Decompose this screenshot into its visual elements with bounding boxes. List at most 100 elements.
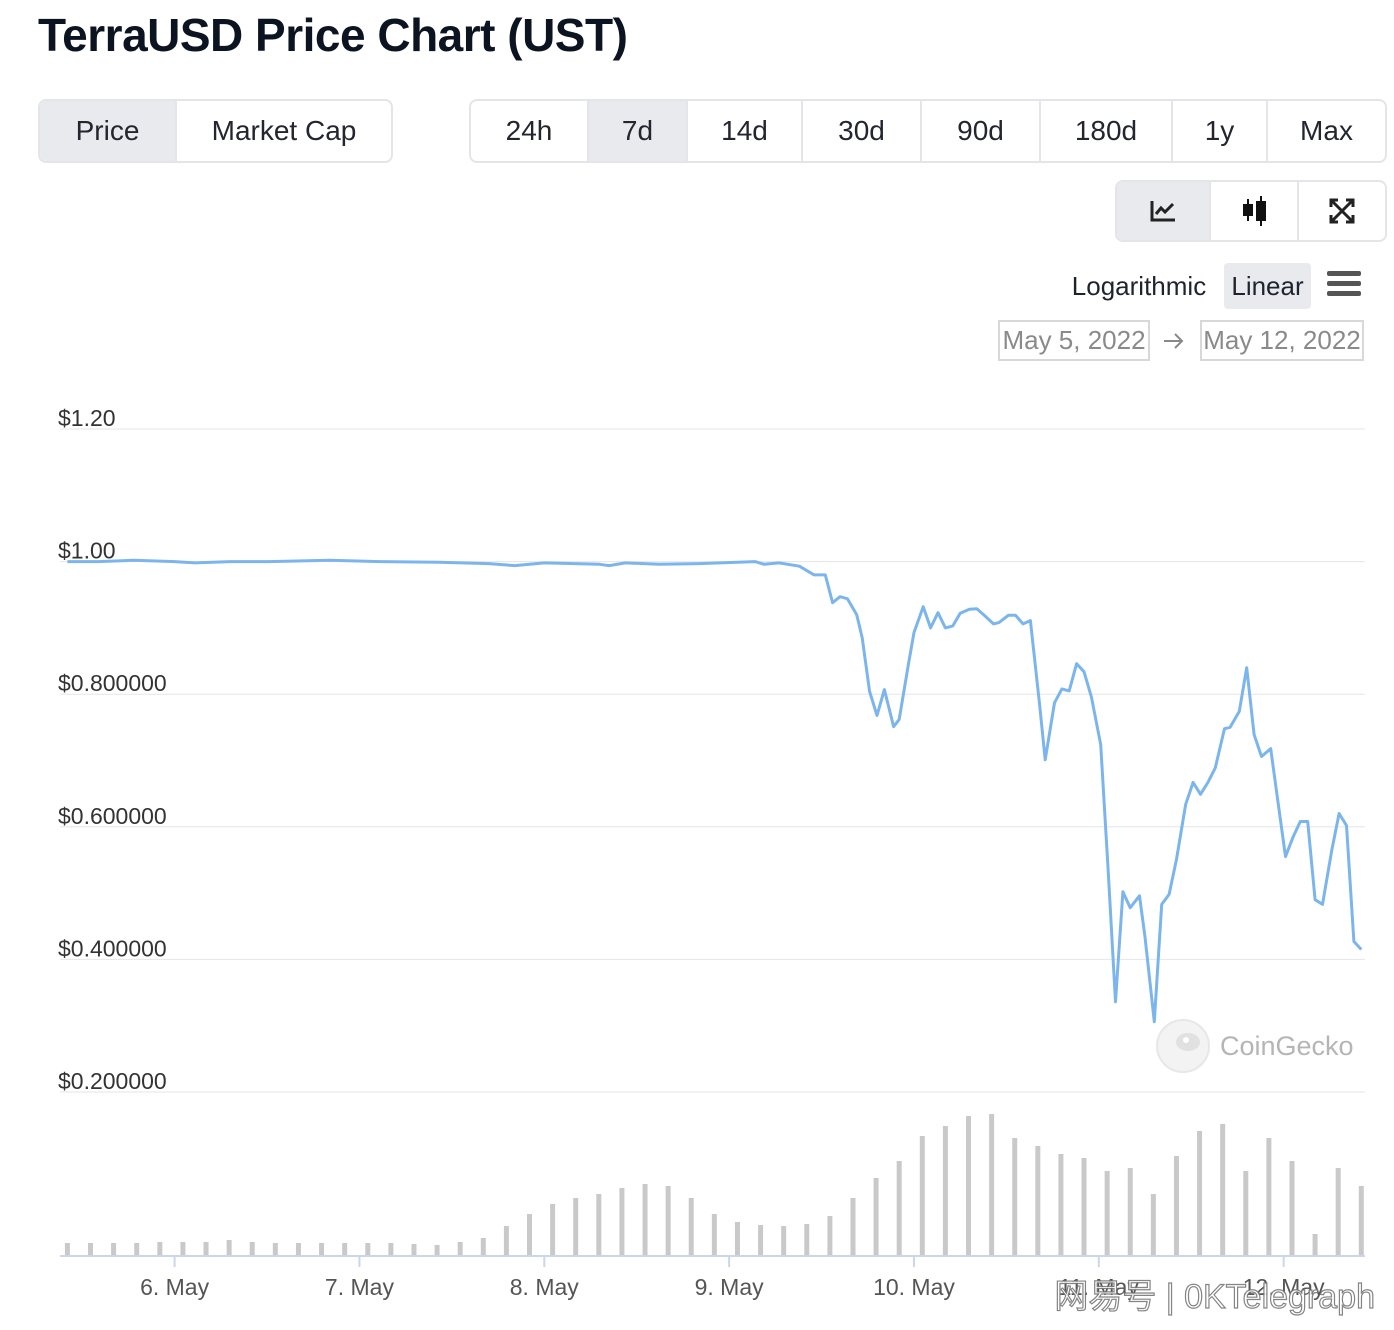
- x-tick-label: 12. May: [1243, 1274, 1325, 1300]
- volume-bar: [596, 1194, 602, 1256]
- volume-bar: [249, 1242, 255, 1256]
- volume-bar: [1081, 1158, 1087, 1256]
- volume-bar: [1289, 1161, 1295, 1256]
- volume-bar: [619, 1188, 625, 1256]
- volume-bar: [1243, 1171, 1249, 1256]
- date-to[interactable]: May 12, 2022: [1200, 320, 1364, 361]
- volume-bar: [642, 1184, 648, 1256]
- range-button[interactable]: 24h: [505, 115, 553, 146]
- volume-bar: [388, 1243, 394, 1256]
- scale-option[interactable]: Logarithmic: [1071, 270, 1207, 301]
- expand-icon: [1329, 198, 1355, 224]
- arrow-icon: [1164, 333, 1184, 349]
- volume-bar: [989, 1114, 995, 1256]
- y-tick-label: $0.600000: [58, 803, 167, 829]
- volume-bar: [434, 1245, 440, 1256]
- candlestick-button[interactable]: [1209, 182, 1297, 240]
- volume-bar: [1266, 1138, 1272, 1256]
- volume-bar: [1150, 1194, 1156, 1256]
- volume-bar: [157, 1242, 163, 1256]
- volume-bar: [573, 1198, 579, 1256]
- volume-bar: [295, 1243, 301, 1256]
- fullscreen-button[interactable]: [1297, 182, 1385, 240]
- volume-bar: [850, 1198, 856, 1256]
- date-from[interactable]: May 5, 2022: [998, 320, 1150, 361]
- range-button[interactable]: 180d: [1039, 101, 1171, 161]
- volume-bar: [1312, 1234, 1318, 1256]
- watermark: CoinGecko: [1220, 1031, 1354, 1061]
- volume-bar: [87, 1243, 93, 1256]
- volume-bar: [665, 1186, 671, 1256]
- y-tick-label: $1.00: [58, 538, 116, 564]
- volume-bar: [1035, 1146, 1041, 1256]
- range-group: 24h 7d 14d 30d 90d 180d 1y Max: [469, 99, 1387, 163]
- scale-option[interactable]: Linear: [1224, 263, 1311, 309]
- x-tick-label: 6. May: [140, 1274, 210, 1300]
- volume-bar: [919, 1136, 925, 1256]
- menu-button[interactable]: [1327, 270, 1361, 298]
- volume-bar: [758, 1225, 764, 1256]
- volume-bar: [781, 1226, 787, 1256]
- price-line: [67, 558, 1363, 1024]
- volume-bar: [457, 1242, 463, 1256]
- volume-bar: [64, 1243, 70, 1256]
- y-tick-label: $0.800000: [58, 670, 167, 696]
- range-button[interactable]: 14d: [686, 101, 801, 161]
- volume-bar: [319, 1243, 325, 1256]
- coingecko-logo: [1156, 1019, 1210, 1073]
- volume-bar: [342, 1243, 348, 1256]
- volume-bar: [1127, 1168, 1133, 1256]
- x-tick-label: 8. May: [510, 1274, 580, 1300]
- volume-bar: [1058, 1154, 1064, 1256]
- volume-bar: [896, 1161, 902, 1256]
- volume-bar: [226, 1240, 232, 1256]
- x-tick-label: 10. May: [873, 1274, 955, 1300]
- line-chart-button[interactable]: [1117, 182, 1209, 240]
- volume-bar: [711, 1214, 717, 1256]
- volume-bar: [503, 1226, 509, 1256]
- range-button[interactable]: 1y: [1171, 101, 1266, 161]
- line-icon: [1150, 201, 1175, 222]
- volume-bar: [527, 1214, 533, 1256]
- tab-group: Price Market Cap: [38, 99, 393, 163]
- volume-bar: [1012, 1138, 1018, 1256]
- volume-bar: [1220, 1124, 1226, 1256]
- volume-bar: [966, 1116, 972, 1256]
- tab-button[interactable]: Market Cap: [175, 101, 391, 161]
- range-button[interactable]: 7d: [587, 101, 686, 161]
- range-button[interactable]: Max: [1266, 101, 1385, 161]
- volume-bar: [111, 1243, 117, 1256]
- x-tick-label: 9. May: [695, 1274, 765, 1300]
- y-tick-label: $0.200000: [58, 1068, 167, 1094]
- volume-bar: [272, 1243, 278, 1256]
- volume-bar: [365, 1243, 371, 1256]
- volume-bar: [734, 1222, 740, 1256]
- x-tick-label: 11. May: [1059, 1274, 1140, 1300]
- range-button[interactable]: 30d: [801, 101, 920, 161]
- y-tick-label: $1.20: [58, 405, 116, 431]
- volume-bar: [1104, 1171, 1110, 1256]
- tab-button[interactable]: Price: [40, 101, 175, 161]
- volume-bar: [1358, 1186, 1364, 1256]
- volume-bar: [804, 1224, 810, 1256]
- volume-bar: [1335, 1168, 1341, 1256]
- y-tick-label: $0.400000: [58, 935, 167, 961]
- volume-bar: [203, 1242, 209, 1256]
- volume-bar: [411, 1244, 417, 1256]
- x-tick-label: 7. May: [325, 1274, 395, 1300]
- candle-icon: [1243, 196, 1266, 226]
- volume-bar: [942, 1126, 948, 1256]
- menu-icon: [1327, 271, 1361, 296]
- page-title: TerraUSD Price Chart (UST): [38, 9, 628, 61]
- volume-bar: [827, 1216, 833, 1256]
- volume-bar: [480, 1238, 486, 1256]
- range-button[interactable]: 90d: [920, 101, 1039, 161]
- volume-bar: [550, 1204, 556, 1256]
- volume-bar: [688, 1198, 694, 1256]
- volume-bar: [180, 1242, 186, 1256]
- volume-bar: [1173, 1156, 1179, 1256]
- volume-bar: [873, 1178, 879, 1256]
- overlay-watermark: 网易号 | 0KTelegraph: [1054, 1278, 1375, 1316]
